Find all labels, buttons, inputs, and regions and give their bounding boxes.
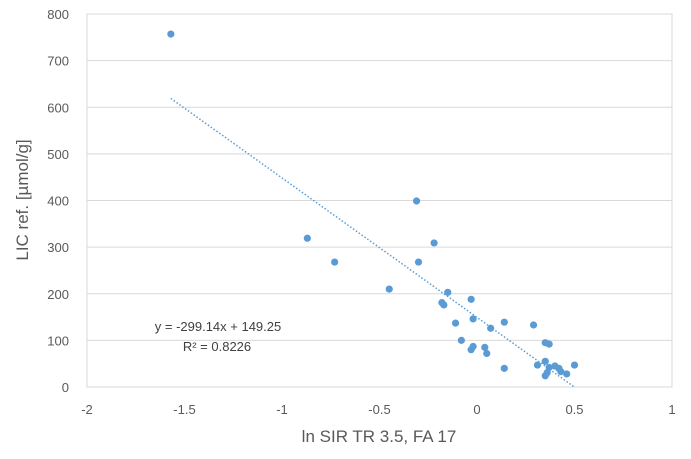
- y-tick-label: 200: [47, 287, 69, 302]
- data-point: [457, 336, 465, 344]
- data-point: [303, 234, 311, 242]
- data-point: [451, 319, 460, 327]
- data-point: [430, 239, 438, 247]
- data-point: [541, 357, 549, 365]
- data-point: [331, 258, 339, 266]
- y-tick-label: 800: [47, 7, 69, 22]
- data-point: [533, 361, 542, 369]
- trendline-group: [170, 97, 575, 388]
- y-tick-label: 400: [47, 194, 69, 209]
- data-point: [444, 288, 452, 296]
- trendline-r-squared: R² = 0.8226: [183, 339, 251, 354]
- data-point: [487, 324, 495, 332]
- data-point: [414, 258, 423, 266]
- data-point: [385, 285, 393, 293]
- data-point: [469, 342, 477, 351]
- gridlines: [87, 13, 672, 388]
- y-tick-label: 600: [47, 100, 69, 115]
- data-point: [500, 364, 508, 372]
- data-point: [481, 343, 489, 351]
- y-tick-label: 500: [47, 147, 69, 162]
- data-point: [563, 370, 571, 378]
- y-tick-label: 300: [47, 240, 69, 255]
- trendline: [170, 97, 575, 388]
- data-point: [500, 318, 508, 326]
- data-point: [167, 30, 175, 38]
- y-tick-label: 700: [47, 54, 69, 69]
- y-axis-title: LIC ref. [µmol/g]: [13, 139, 32, 260]
- x-tick-label: 0.5: [565, 402, 583, 417]
- x-tick-label: 1: [668, 402, 675, 417]
- data-point: [469, 315, 477, 323]
- data-point: [570, 361, 579, 369]
- data-point: [440, 301, 448, 309]
- x-tick-label: -2: [81, 402, 93, 417]
- x-axis-tick-labels: -2 -1.5 -1 -0.5 0 0.5 1: [81, 402, 675, 417]
- y-tick-label: 100: [47, 333, 69, 348]
- data-point: [557, 368, 565, 376]
- data-point: [545, 363, 553, 372]
- x-tick-label: -1: [276, 402, 288, 417]
- x-tick-label: -1.5: [173, 402, 195, 417]
- x-tick-label: -0.5: [368, 402, 390, 417]
- data-point: [483, 349, 491, 358]
- y-axis-tick-labels: 0 100 200 300 400 500 600 700 800: [47, 7, 69, 395]
- trendline-equation: y = -299.14x + 149.25: [155, 319, 281, 334]
- data-points: [167, 30, 579, 380]
- x-axis-title: ln SIR TR 3.5, FA 17: [302, 427, 457, 446]
- data-point: [467, 295, 475, 303]
- data-point: [545, 340, 553, 348]
- data-point: [412, 197, 421, 205]
- x-tick-label: 0: [473, 402, 480, 417]
- data-point: [529, 321, 538, 329]
- y-tick-label: 0: [62, 380, 69, 395]
